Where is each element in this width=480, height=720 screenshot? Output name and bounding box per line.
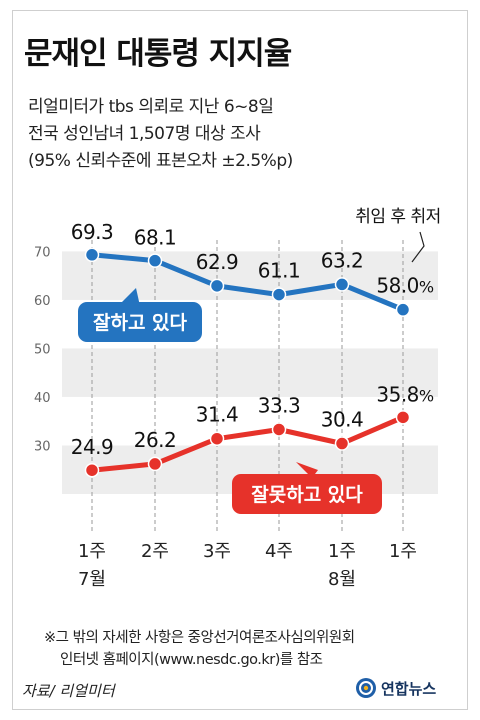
approve-badge-box: [78, 302, 202, 342]
series-1-point-5: [395, 410, 411, 425]
yonhap-logo: 연합뉴스: [355, 676, 436, 700]
x-tick-label-4-1: 8월: [328, 569, 356, 590]
disapprove-badge-box: [232, 474, 382, 514]
x-tick-label-4-0: 1주: [328, 541, 356, 562]
series-0-point-5: [395, 302, 411, 317]
approve-badge-label: 잘하고 있다: [93, 312, 188, 334]
series-0-point-1: [147, 253, 163, 268]
approve-badge-pointer: [120, 288, 140, 306]
y-tick-60: 60: [34, 294, 51, 309]
data-label-0-2: 62.9: [196, 250, 239, 274]
x-tick-label-5-0: 1주: [389, 541, 417, 562]
x-tick-label-0-0: 1주: [78, 541, 106, 562]
y-tick-30: 30: [34, 439, 51, 454]
subtitle-line-3: (95% 신뢰수준에 표본오차 ±2.5%p): [28, 151, 293, 171]
footnote-line-2: 인터넷 홈페이지(www.nesdc.go.kr)를 참조: [60, 652, 323, 668]
series-1-point-2: [209, 431, 225, 446]
subtitle-line-1: 리얼미터가 tbs 의뢰로 지난 6~8일: [28, 97, 274, 117]
y-tick-50: 50: [34, 342, 51, 357]
grid-band-1: [62, 348, 438, 397]
series-1-point-0: [84, 462, 100, 478]
data-label-1-4: 30.4: [321, 408, 364, 432]
series-1-point-3: [271, 422, 287, 437]
data-label-1-5: 35.8%: [376, 382, 434, 406]
series-line-0: [91, 252, 404, 312]
series-line-1: [91, 415, 404, 473]
data-label-0-4: 63.2: [321, 248, 364, 272]
logo-text: 연합뉴스: [381, 679, 437, 698]
data-label-0-0: 69.3: [71, 220, 114, 244]
series-1-point-4: [334, 436, 350, 451]
disapprove-badge-label: 잘못하고 있다: [251, 484, 363, 506]
x-tick-label-1-0: 2주: [141, 541, 169, 562]
footnote-line-1: ※그 밖의 자세한 사항은 중앙선거여론조사심의위원회: [44, 630, 355, 646]
x-tick-label-2-0: 3주: [203, 541, 231, 562]
chart-title: 문재인 대통령 지지율: [24, 36, 292, 72]
data-label-1-2: 31.4: [196, 403, 239, 427]
series-0-point-4: [334, 277, 350, 292]
series-0-point-3: [271, 287, 287, 302]
y-tick-40: 40: [34, 391, 51, 406]
series-0-point-2: [209, 278, 225, 294]
data-label-1-0: 24.9: [71, 435, 114, 459]
subtitle-line-2: 전국 성인남녀 1,507명 대상 조사: [28, 124, 261, 144]
data-label-0-1: 68.1: [134, 226, 177, 250]
x-tick-label-0-1: 7월: [78, 569, 106, 590]
y-tick-70: 70: [34, 245, 51, 260]
data-label-0-3: 61.1: [258, 259, 301, 283]
data-label-1-3: 33.3: [258, 393, 301, 417]
series-0-point-0: [84, 247, 100, 263]
yonhap-logo-icon: [356, 678, 376, 698]
data-label-1-1: 26.2: [134, 428, 177, 452]
annotation-lowest-since-inauguration: 취임 후 취저: [355, 207, 441, 227]
x-tick-label-3-0: 4주: [265, 541, 293, 562]
data-label-suffix-0: %: [419, 278, 434, 297]
series-1-point-1: [147, 456, 163, 472]
data-label-suffix-1: %: [419, 386, 434, 405]
annotation-leader-line: [411, 231, 425, 263]
data-label-0-5: 58.0%: [376, 274, 434, 298]
source-credit: 자료/ 리얼미터: [22, 682, 115, 700]
